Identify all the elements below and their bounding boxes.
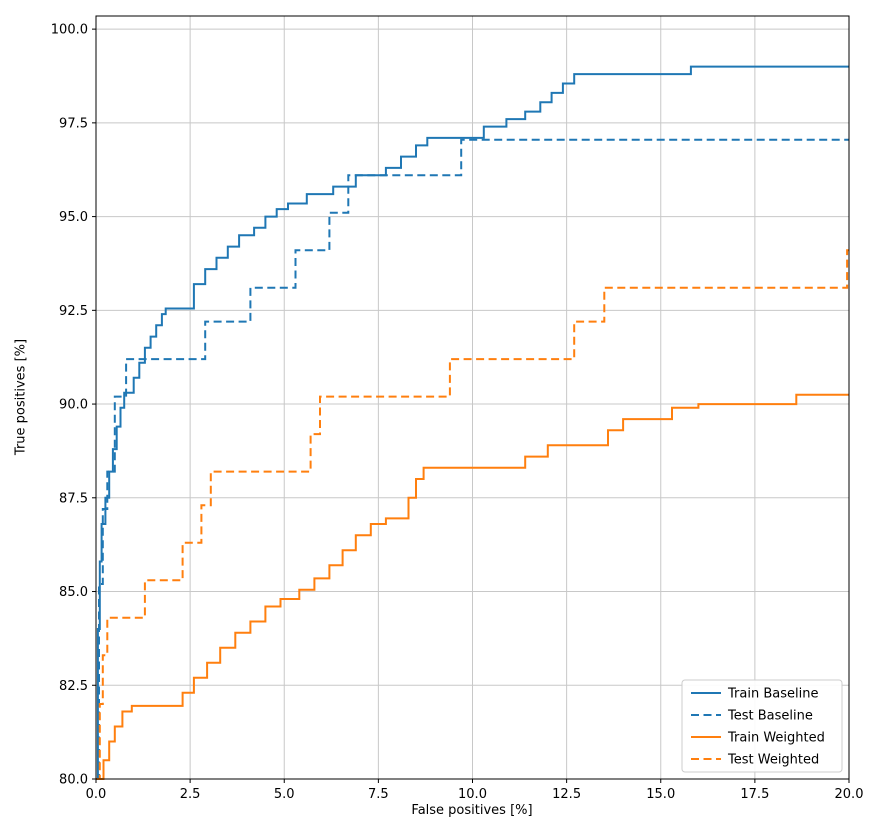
series-line-test-baseline xyxy=(96,138,849,780)
grid-lines xyxy=(95,16,850,780)
x-tick-label: 0.0 xyxy=(86,787,107,802)
y-tick-label: 87.5 xyxy=(59,491,88,506)
legend-label: Test Baseline xyxy=(727,709,813,724)
y-axis-ticks: 80.0 82.5 85.0 87.5 90.0 92.5 95.0 97.5 100.0 xyxy=(51,23,96,788)
x-tick-label: 2.5 xyxy=(180,787,201,802)
x-tick-label: 15.0 xyxy=(646,787,675,802)
legend-label: Test Weighted xyxy=(727,753,819,768)
y-tick-label: 90.0 xyxy=(59,398,88,413)
legend-label: Train Baseline xyxy=(727,687,818,702)
y-tick-label: 82.5 xyxy=(59,679,88,694)
legend-label: Train Weighted xyxy=(727,731,825,746)
y-tick-label: 85.0 xyxy=(59,585,88,600)
y-tick-label: 92.5 xyxy=(59,304,88,319)
x-tick-label: 7.5 xyxy=(368,787,389,802)
legend-box xyxy=(681,679,843,773)
y-tick-label: 80.0 xyxy=(59,773,88,788)
x-tick-label: 5.0 xyxy=(274,787,295,802)
series-line-test-weighted xyxy=(96,249,849,780)
y-tick-label: 97.5 xyxy=(59,116,88,131)
x-axis-ticks: 0.0 2.5 5.0 7.5 10.0 12.5 15.0 17.5 20.0 xyxy=(86,779,864,802)
legend: Train Baseline Test Baseline Train Weighte… xyxy=(681,679,843,773)
x-tick-label: 12.5 xyxy=(552,787,581,802)
y-tick-label: 95.0 xyxy=(59,210,88,225)
y-axis-label: True positives [%] xyxy=(13,338,29,456)
x-axis-label: False positives [%] xyxy=(411,803,533,818)
x-tick-label: 17.5 xyxy=(740,787,769,802)
series-line-train-baseline xyxy=(96,65,849,780)
y-tick-label: 100.0 xyxy=(51,23,88,38)
x-tick-label: 20.0 xyxy=(835,787,864,802)
series-line-train-weighted xyxy=(96,393,849,780)
x-tick-label: 10.0 xyxy=(458,787,487,802)
